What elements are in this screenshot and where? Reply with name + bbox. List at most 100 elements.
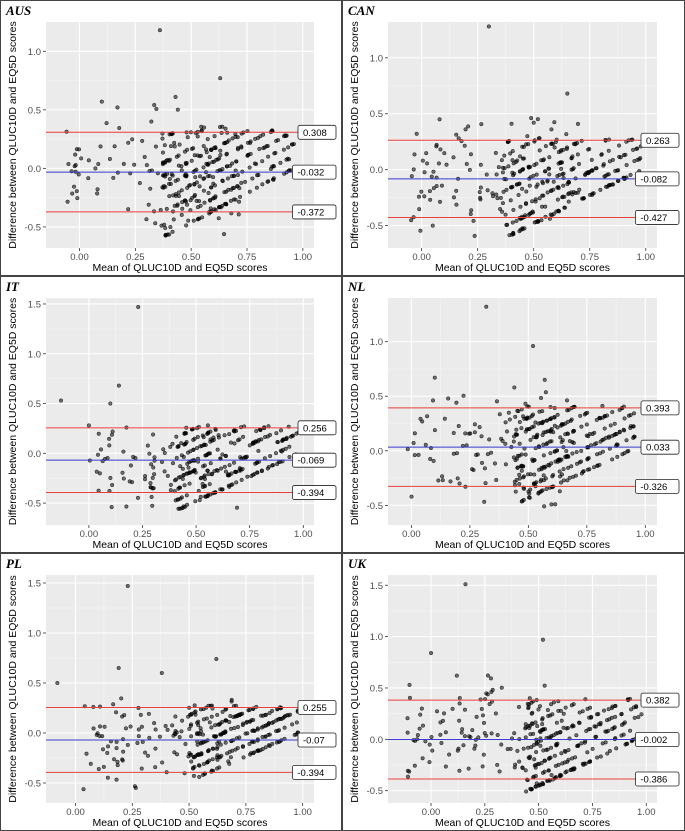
data-point (234, 480, 239, 485)
data-point (442, 151, 447, 156)
data-point (523, 429, 528, 434)
data-point (626, 413, 631, 418)
data-point (632, 434, 637, 439)
data-point (628, 172, 633, 177)
data-point (136, 304, 141, 310)
data-point (206, 190, 211, 195)
data-point (136, 727, 141, 732)
data-point (631, 411, 637, 416)
data-point (419, 189, 424, 194)
data-point (432, 375, 437, 380)
data-point (230, 748, 235, 753)
data-point (540, 637, 545, 642)
mean-difference-label: -0.069 (297, 456, 324, 467)
data-point (409, 218, 414, 223)
data-point (434, 144, 439, 149)
data-point (525, 472, 531, 477)
data-point (437, 199, 443, 204)
data-point (187, 726, 192, 731)
data-point (66, 161, 71, 167)
data-point (540, 717, 545, 722)
data-point (440, 474, 445, 479)
data-point (431, 458, 436, 463)
data-point (105, 775, 110, 780)
data-point (487, 702, 492, 707)
data-point (441, 711, 447, 716)
data-point (584, 422, 589, 427)
data-point (530, 721, 535, 727)
data-point (227, 484, 232, 489)
data-point (173, 94, 178, 99)
x-tick-label: 0.50 (529, 807, 548, 818)
reference-label-box (291, 164, 337, 180)
data-point (247, 707, 252, 713)
data-point (291, 142, 296, 147)
data-point (223, 718, 228, 723)
data-point (629, 707, 634, 712)
data-point (218, 755, 223, 760)
data-point (231, 460, 237, 465)
data-point (180, 200, 185, 205)
data-point (524, 189, 529, 194)
data-point (180, 476, 185, 481)
data-point (533, 199, 538, 204)
data-point (613, 703, 618, 709)
data-point (220, 452, 225, 457)
x-tick-label: 0.00 (422, 807, 441, 818)
data-point (575, 190, 580, 195)
data-point (195, 134, 200, 139)
data-point (214, 746, 220, 751)
data-point (535, 432, 540, 437)
reference-label-box (634, 478, 680, 494)
data-point (176, 475, 181, 480)
data-point (222, 433, 227, 438)
data-point (617, 429, 622, 434)
data-point (432, 428, 437, 433)
data-point (505, 222, 510, 227)
data-point (211, 734, 217, 739)
x-tick-label: 1.00 (636, 529, 655, 540)
chart-panel-uk: UK 0.382 -0.002 -0.386 0.00 0.25 0.50 0.75 1.00 -… (342, 553, 685, 831)
data-point (484, 304, 489, 309)
data-point (235, 724, 241, 730)
data-point (533, 765, 538, 770)
panel-title: AUS (5, 3, 31, 18)
data-point (230, 186, 235, 191)
mean-difference-label: 0.033 (646, 443, 670, 454)
data-point (240, 711, 245, 716)
data-point (548, 429, 553, 434)
data-point (535, 182, 540, 187)
data-point (185, 147, 190, 152)
data-point (270, 164, 275, 169)
data-point (533, 420, 538, 425)
data-point (528, 437, 533, 442)
data-point (536, 136, 541, 141)
data-point (518, 204, 523, 209)
data-point (621, 721, 626, 726)
upper-loa-label: 0.382 (646, 696, 670, 707)
data-point (253, 136, 258, 141)
data-point (115, 105, 120, 110)
data-point (273, 150, 278, 155)
data-point (281, 147, 286, 152)
data-point (420, 723, 426, 728)
data-point (260, 182, 265, 187)
data-point (180, 718, 185, 723)
data-point (189, 158, 194, 163)
data-point (192, 458, 197, 463)
data-point (561, 467, 566, 472)
data-point (259, 437, 264, 442)
data-point (142, 154, 147, 160)
data-point (444, 162, 449, 167)
data-point (168, 225, 173, 230)
data-point (241, 755, 246, 760)
data-point (598, 754, 603, 759)
reference-label-box (291, 764, 337, 780)
data-point (565, 408, 570, 413)
data-point (554, 720, 559, 725)
data-point (197, 774, 202, 779)
data-point (208, 206, 213, 211)
data-point (613, 714, 618, 719)
data-point (612, 421, 617, 426)
x-tick-label: 0.50 (187, 529, 206, 540)
